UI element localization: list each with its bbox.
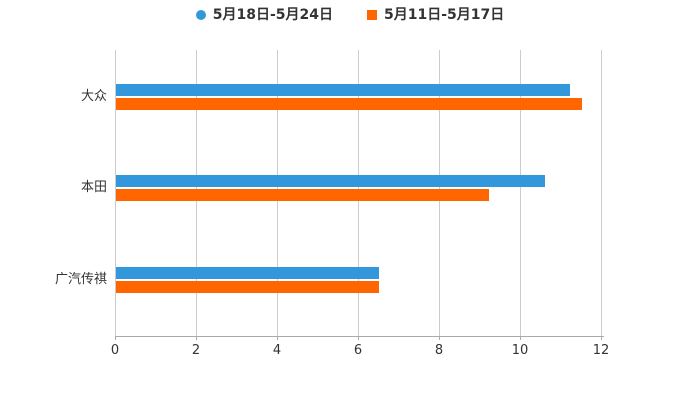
x-tick-label-2: 2 [191, 343, 201, 358]
legend-label-may11-17: 5月11日-5月17日 [384, 7, 505, 23]
category-label-0: 大众 [80, 88, 107, 104]
grid-line-0 [115, 50, 116, 336]
grid-line-10 [520, 50, 521, 336]
x-tick-label-8: 8 [434, 343, 444, 358]
legend-label-may18-24: 5月18日-5月24日 [212, 7, 333, 23]
axis-tick-12 [601, 336, 602, 340]
bar-series0-0[interactable] [116, 83, 570, 96]
legend-item-may18-24[interactable]: 5月18日-5月24日 [195, 6, 333, 24]
grid-line-12 [601, 50, 602, 336]
x-axis-line [115, 336, 604, 337]
legend: 5月18日-5月24日 5月11日-5月17日 [0, 6, 700, 24]
axis-tick-0 [115, 336, 116, 340]
legend-square-marker-icon [367, 10, 377, 20]
axis-tick-2 [196, 336, 197, 340]
axis-tick-4 [277, 336, 278, 340]
bar-series1-0[interactable] [116, 97, 582, 110]
x-tick-label-12: 12 [592, 343, 610, 358]
x-tick-label-4: 4 [272, 343, 282, 358]
axis-tick-6 [358, 336, 359, 340]
legend-item-may11-17[interactable]: 5月11日-5月17日 [367, 6, 504, 24]
x-tick-label-0: 0 [110, 343, 120, 358]
bar-series0-1[interactable] [116, 175, 546, 187]
bar-series1-1[interactable] [116, 189, 489, 201]
x-tick-label-6: 6 [353, 343, 363, 358]
category-label-1: 本田 [80, 180, 107, 195]
bar-series0-2[interactable] [116, 266, 380, 279]
legend-circle-marker-icon [195, 10, 206, 20]
axis-tick-10 [520, 336, 521, 340]
bar-series1-2[interactable] [116, 280, 380, 293]
axis-tick-8 [439, 336, 440, 340]
category-label-2: 广汽传祺 [54, 271, 107, 287]
x-tick-label-10: 10 [511, 343, 529, 358]
